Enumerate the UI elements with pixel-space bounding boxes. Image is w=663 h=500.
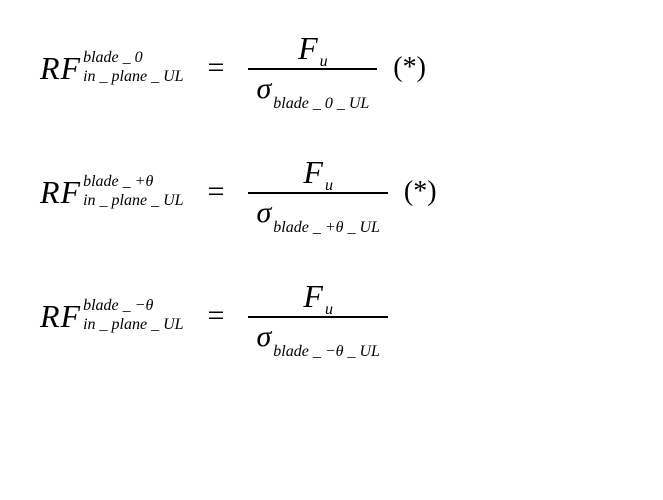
den-sub-1: blade _ 0 _ UL xyxy=(273,96,369,112)
equals-3: = xyxy=(200,301,233,331)
equals-2: = xyxy=(200,177,233,207)
lhs-sup-2: blade _ +θ xyxy=(83,174,183,191)
lhs-main-2: RF xyxy=(40,176,81,208)
equation-3: RF blade _ −θ in _ plane _ UL = F u σ bl… xyxy=(40,278,623,354)
lhs-sub-1: in _ plane _ UL xyxy=(83,69,183,86)
lhs-sup-1: blade _ 0 xyxy=(83,50,183,67)
num-main-3: F xyxy=(303,280,323,312)
frac-bar-2 xyxy=(248,192,387,194)
denominator-3: σ blade _ −θ _ UL xyxy=(248,320,387,354)
lhs-main-1: RF xyxy=(40,52,81,84)
frac-bar-1 xyxy=(248,68,377,70)
numerator-2: F u xyxy=(295,154,341,190)
star-2: (*) xyxy=(404,178,437,206)
lhs-scripts-1: blade _ 0 in _ plane _ UL xyxy=(83,50,183,86)
num-sub-3: u xyxy=(325,302,333,318)
num-sub-2: u xyxy=(325,178,333,194)
lhs-main-3: RF xyxy=(40,300,81,332)
numerator-1: F u xyxy=(290,30,336,66)
frac-bar-3 xyxy=(248,316,387,318)
den-main-2: σ xyxy=(256,198,271,228)
num-main-1: F xyxy=(298,32,318,64)
lhs-3: RF blade _ −θ in _ plane _ UL xyxy=(40,298,184,334)
equation-block: RF blade _ 0 in _ plane _ UL = F u σ bla… xyxy=(0,0,663,384)
denominator-1: σ blade _ 0 _ UL xyxy=(248,72,377,106)
numerator-3: F u xyxy=(295,278,341,314)
star-1: (*) xyxy=(393,54,426,82)
den-sub-3: blade _ −θ _ UL xyxy=(273,344,380,360)
num-main-2: F xyxy=(303,156,323,188)
equation-1: RF blade _ 0 in _ plane _ UL = F u σ bla… xyxy=(40,30,623,106)
lhs-sub-3: in _ plane _ UL xyxy=(83,317,183,334)
lhs-sub-2: in _ plane _ UL xyxy=(83,193,183,210)
num-sub-1: u xyxy=(320,54,328,70)
denominator-2: σ blade _ +θ _ UL xyxy=(248,196,387,230)
lhs-scripts-2: blade _ +θ in _ plane _ UL xyxy=(83,174,183,210)
fraction-1: F u σ blade _ 0 _ UL xyxy=(248,30,377,106)
equation-2: RF blade _ +θ in _ plane _ UL = F u σ bl… xyxy=(40,154,623,230)
equals-1: = xyxy=(200,53,233,83)
lhs-2: RF blade _ +θ in _ plane _ UL xyxy=(40,174,184,210)
den-main-1: σ xyxy=(256,74,271,104)
lhs-scripts-3: blade _ −θ in _ plane _ UL xyxy=(83,298,183,334)
fraction-3: F u σ blade _ −θ _ UL xyxy=(248,278,387,354)
den-main-3: σ xyxy=(256,322,271,352)
fraction-2: F u σ blade _ +θ _ UL xyxy=(248,154,387,230)
lhs-sup-3: blade _ −θ xyxy=(83,298,183,315)
lhs-1: RF blade _ 0 in _ plane _ UL xyxy=(40,50,184,86)
den-sub-2: blade _ +θ _ UL xyxy=(273,220,380,236)
